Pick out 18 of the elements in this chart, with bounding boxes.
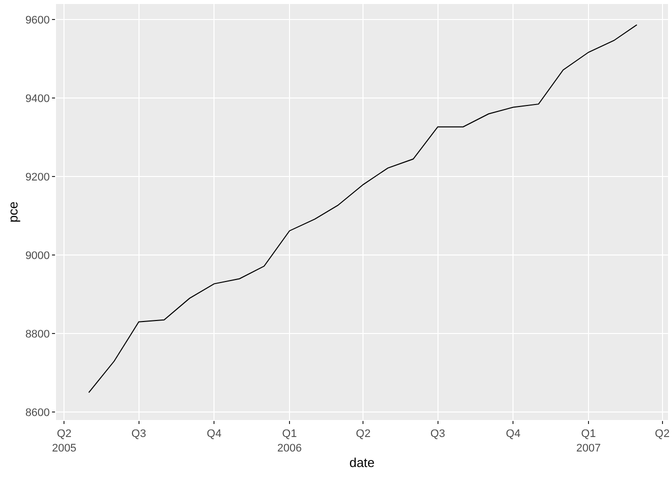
x-tick-label: Q2 xyxy=(356,428,371,440)
y-tick-label: 8600 xyxy=(25,407,50,419)
y-tick-label: 9400 xyxy=(25,93,50,106)
y-tick-label: 9000 xyxy=(25,250,50,262)
y-tick-label: 9200 xyxy=(25,172,50,184)
y-tick-label: 9600 xyxy=(25,14,50,27)
x-axis-title: date xyxy=(349,455,375,470)
line-series xyxy=(88,24,638,394)
x-tick-label: Q2 2005 xyxy=(52,428,76,454)
x-tick-label: Q4 xyxy=(506,428,521,440)
y-axis-title: pce xyxy=(5,202,20,222)
x-tick-label: Q2 xyxy=(654,428,670,440)
x-tick-label: Q3 xyxy=(131,428,146,440)
x-tick-label: Q3 xyxy=(430,428,446,440)
x-tick-label: Q1 2007 xyxy=(576,428,601,454)
y-tick-label: 8800 xyxy=(25,328,50,341)
x-tick-label: Q4 xyxy=(206,428,222,440)
x-tick-label: Q1 2006 xyxy=(277,428,302,454)
